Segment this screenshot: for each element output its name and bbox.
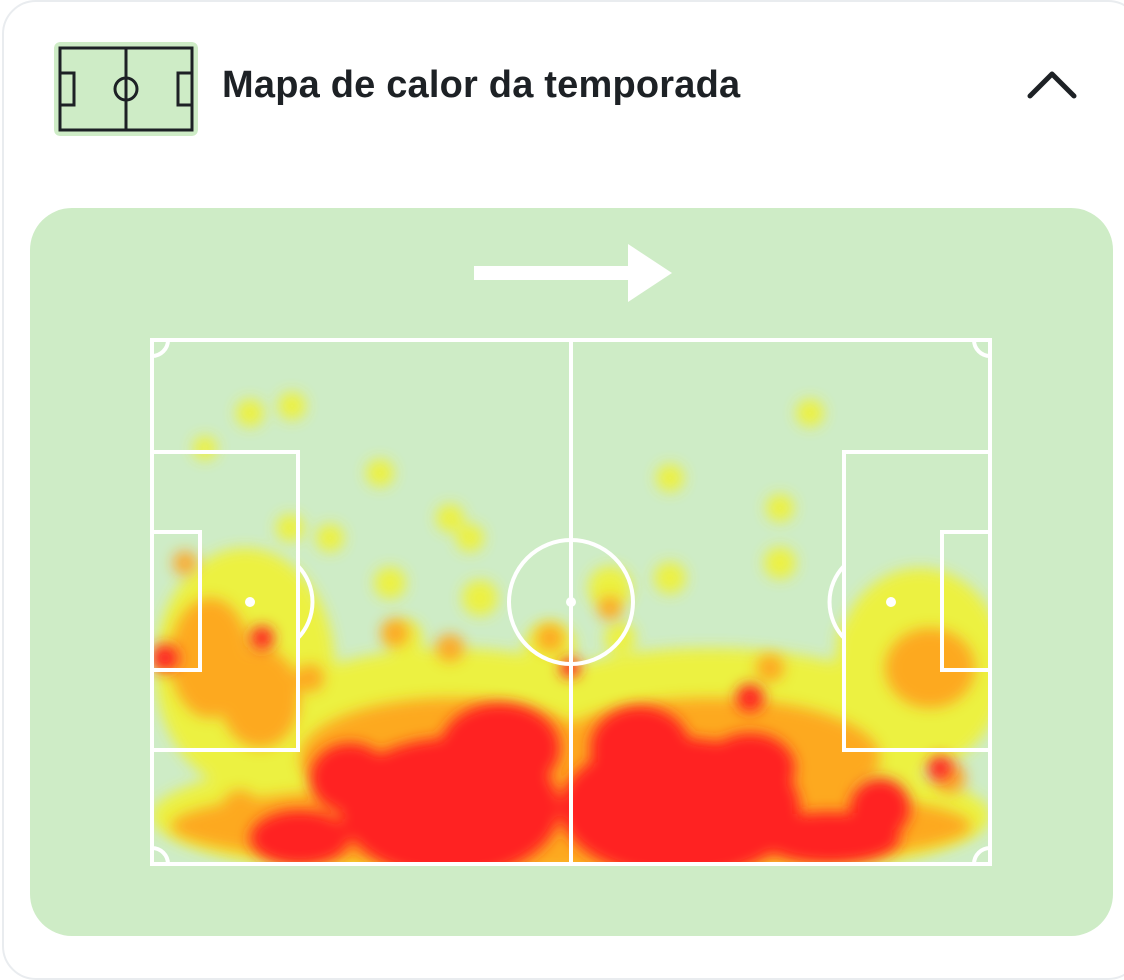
pitch-icon — [54, 42, 198, 136]
arrow-right-icon — [474, 244, 672, 302]
chevron-up-icon[interactable] — [1020, 62, 1084, 110]
heatmap-pitch — [150, 338, 992, 866]
heatmap-panel — [30, 208, 1113, 936]
card-title: Mapa de calor da temporada — [222, 64, 741, 106]
